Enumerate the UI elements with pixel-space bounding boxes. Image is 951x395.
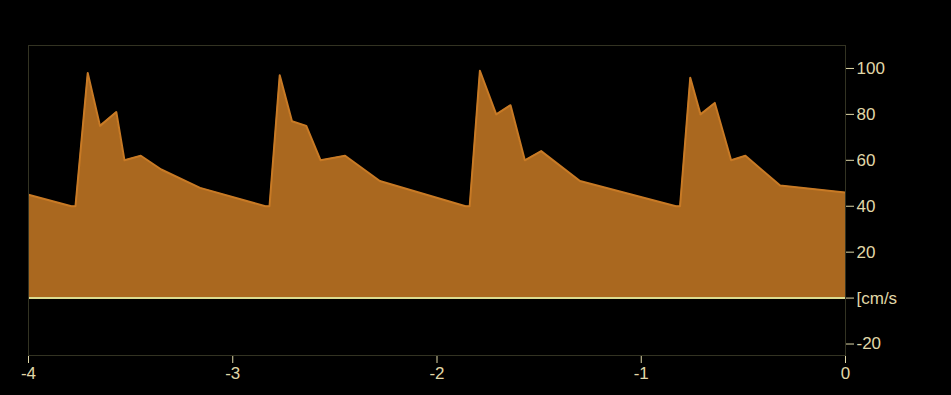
svg-text:60: 60 bbox=[857, 151, 876, 170]
svg-text:-2: -2 bbox=[429, 364, 444, 383]
svg-text:100: 100 bbox=[857, 59, 885, 78]
svg-text:[cm/s: [cm/s bbox=[857, 289, 898, 308]
svg-text:0: 0 bbox=[841, 364, 850, 383]
svg-text:20: 20 bbox=[857, 243, 876, 262]
svg-text:-20: -20 bbox=[857, 334, 882, 353]
svg-text:80: 80 bbox=[857, 105, 876, 124]
svg-text:40: 40 bbox=[857, 197, 876, 216]
svg-text:-1: -1 bbox=[634, 364, 649, 383]
svg-text:-3: -3 bbox=[225, 364, 240, 383]
svg-text:-4: -4 bbox=[21, 364, 36, 383]
